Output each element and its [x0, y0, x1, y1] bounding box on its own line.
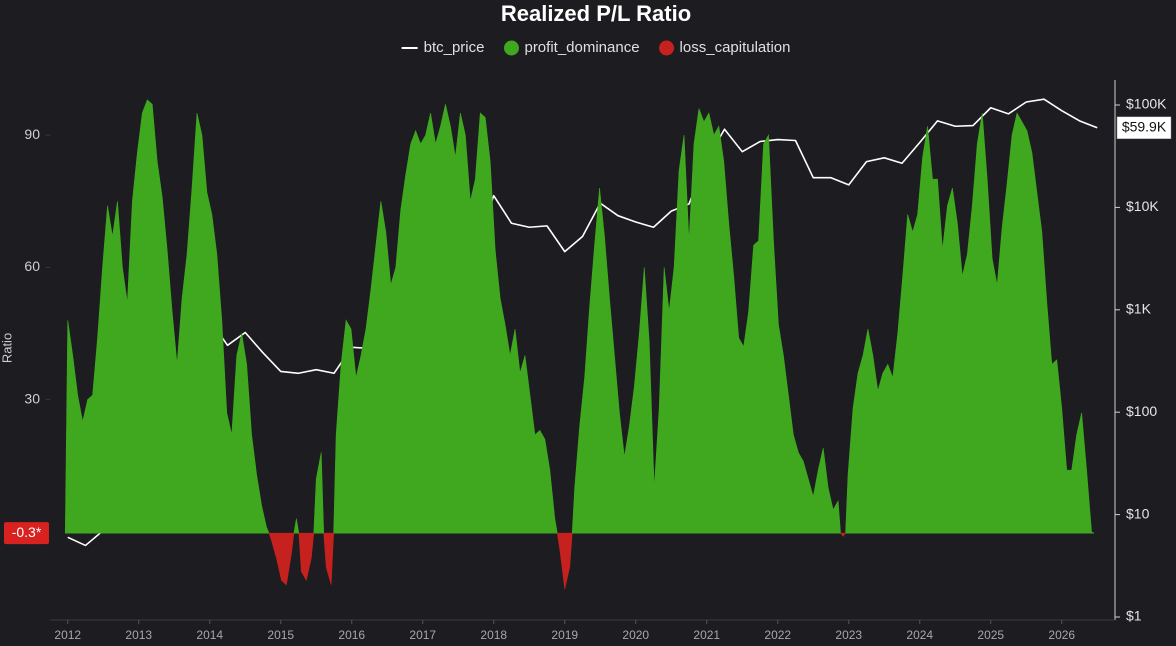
- x-tick-label: 2022: [764, 628, 791, 642]
- legend-label: btc_price: [424, 39, 485, 56]
- ratio-area: [298, 532, 315, 582]
- x-tick-label: 2016: [338, 628, 365, 642]
- x-tick-label: 2023: [835, 628, 862, 642]
- x-tick-label: 2014: [196, 628, 223, 642]
- y2-tick-label: $10: [1126, 505, 1150, 521]
- ratio-area: [556, 532, 573, 590]
- ratio-area: [571, 108, 841, 534]
- legend-swatch: [659, 40, 675, 56]
- ratio-area: [323, 532, 334, 585]
- price-marker-label: $59.9K: [1122, 118, 1167, 134]
- x-tick-label: 2025: [977, 628, 1004, 642]
- price-marker: [1116, 116, 1172, 140]
- legend: btc_price profit_dominance loss_capitulati…: [401, 39, 791, 56]
- y2-tick-label: $100: [1126, 403, 1157, 419]
- x-tick-label: 2024: [906, 628, 933, 642]
- x-tick-label: 2019: [551, 628, 578, 642]
- ratio-area: [333, 104, 558, 534]
- y-tick-label: 60: [24, 258, 40, 274]
- x-tick-label: 2012: [54, 628, 81, 642]
- legend-swatch: [503, 40, 519, 56]
- y-tick-label: 90: [24, 126, 40, 142]
- x-tick-label: 2026: [1048, 628, 1075, 642]
- x-tick-label: 2021: [693, 628, 720, 642]
- ratio-area: [268, 532, 295, 586]
- y2-tick-label: $1: [1126, 608, 1142, 624]
- legend-label: loss_capitulation: [680, 39, 791, 56]
- y-tick-label: 30: [24, 390, 40, 406]
- x-tick-label: 2017: [409, 628, 436, 642]
- y2-tick-label: $1K: [1126, 301, 1152, 317]
- x-tick-label: 2020: [622, 628, 649, 642]
- ratio-area: [293, 518, 300, 534]
- y2-tick-label: $100K: [1126, 96, 1167, 112]
- ratio-area: [313, 452, 325, 534]
- baseline-marker: [4, 522, 49, 545]
- y2-tick-label: $10K: [1126, 198, 1159, 214]
- y-axis-label: Ratio: [0, 333, 14, 363]
- legend-label: profit_dominance: [524, 39, 639, 56]
- x-tick-label: 2013: [125, 628, 152, 642]
- x-tick-label: 2015: [267, 628, 294, 642]
- price-line: [67, 98, 1098, 547]
- ratio-area: [845, 112, 1095, 534]
- chart-title: Realized P/L Ratio: [501, 1, 691, 26]
- ratio-area: [839, 532, 847, 537]
- baseline-label: -0.3*: [12, 524, 42, 540]
- x-tick-label: 2018: [480, 628, 507, 642]
- ratio-area: [64, 99, 270, 534]
